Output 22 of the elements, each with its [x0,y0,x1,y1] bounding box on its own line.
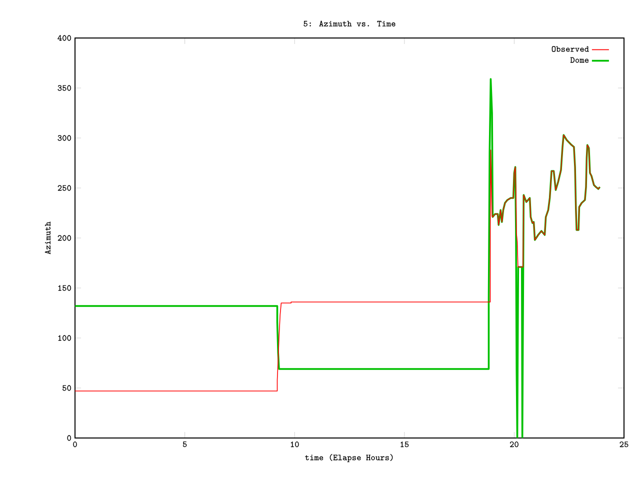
y-tick-label: 0 [67,435,72,441]
y-tick-label: 150 [58,285,72,291]
x-axis-title: time (Elapse Hours) [304,454,393,462]
y-tick-label: 200 [58,235,72,241]
y-tick-label: 50 [62,385,72,391]
x-tick-label: 10 [290,442,299,448]
line-series [75,78,601,438]
chart-title: 5: Azimuth vs. Time [304,20,396,26]
legend-label: Observed [552,46,589,52]
y-tick-label: 300 [58,135,72,141]
x-tick-label: 25 [620,442,628,448]
line-series [75,134,600,392]
x-tick-label: 0 [73,442,77,448]
y-tick-label: 400 [58,35,72,41]
x-tick-label: 20 [510,442,518,448]
y-tick-label: 250 [58,185,72,191]
y-tick-label: 350 [58,85,72,91]
x-tick-label: 15 [400,442,409,448]
legend-label: Dome [570,57,589,63]
x-tick-label: 5 [182,442,187,448]
y-axis-title: Azimuth [44,222,51,254]
y-tick-label: 100 [58,335,72,341]
